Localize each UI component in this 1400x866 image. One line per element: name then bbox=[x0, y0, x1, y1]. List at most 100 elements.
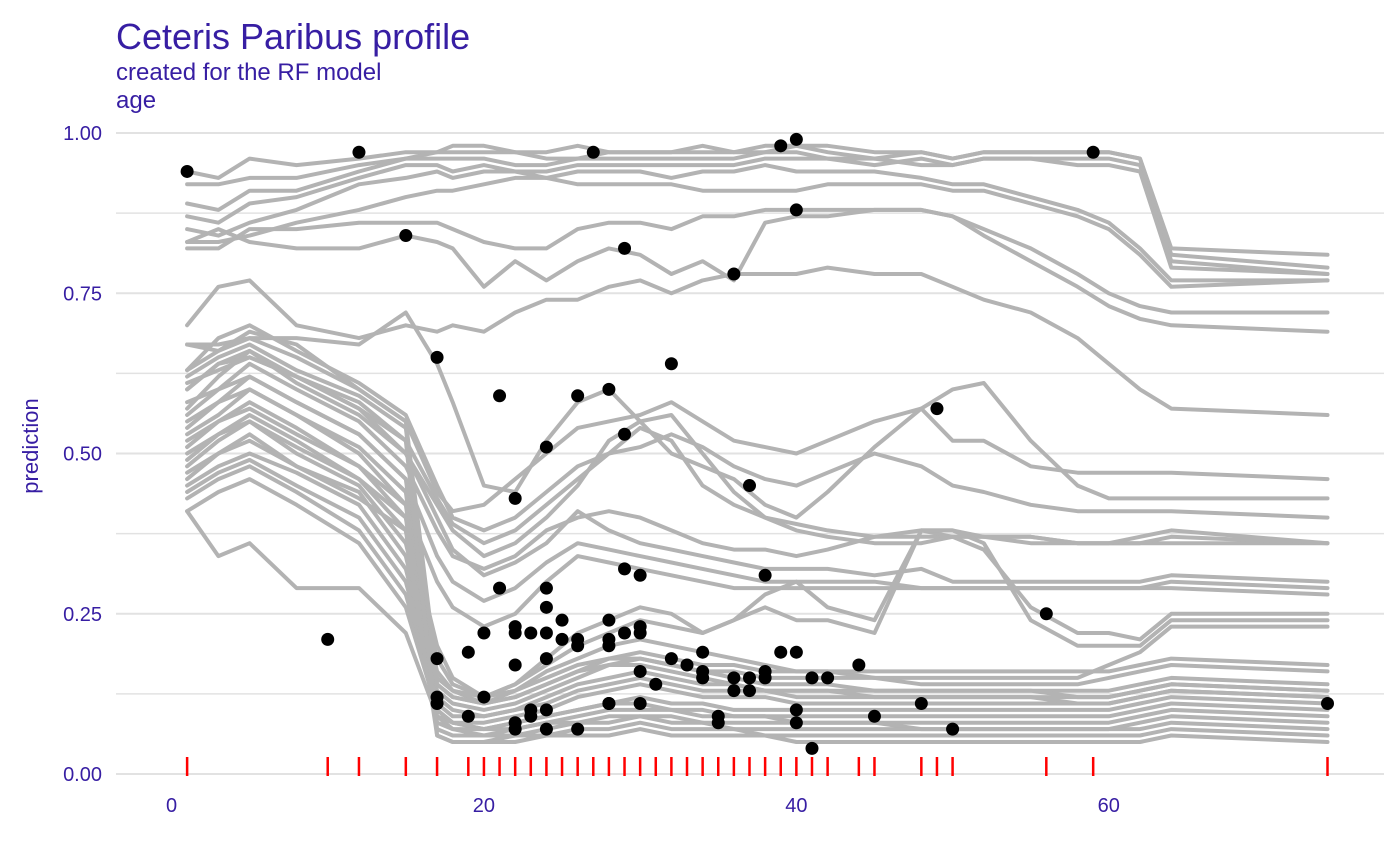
observation-point bbox=[586, 145, 600, 159]
observation-point bbox=[555, 613, 569, 627]
profile-line-12 bbox=[185, 323, 1330, 533]
observation-point bbox=[914, 696, 928, 710]
observation-point bbox=[633, 696, 647, 710]
profile-line-27 bbox=[185, 509, 1330, 732]
observation-point bbox=[727, 671, 741, 685]
observation-point bbox=[805, 671, 819, 685]
profile-line-20 bbox=[185, 413, 1330, 700]
observation-point bbox=[633, 626, 647, 640]
y-tick-labels: 0.00 0.25 0.50 0.75 1.00 bbox=[63, 123, 102, 786]
profile-line-21 bbox=[185, 419, 1330, 706]
profile-line-32 bbox=[185, 438, 1330, 744]
observation-point bbox=[430, 696, 444, 710]
chart-subtitle: created for the RF model bbox=[116, 59, 381, 86]
observation-point bbox=[539, 600, 553, 614]
observation-point bbox=[493, 389, 507, 403]
observation-point bbox=[539, 722, 553, 736]
observation-point bbox=[633, 664, 647, 678]
profile-line-9 bbox=[185, 265, 1330, 417]
observation-point bbox=[461, 709, 475, 723]
y-tick-label: 0.25 bbox=[63, 604, 102, 626]
observation-point bbox=[539, 440, 553, 454]
observation-point bbox=[930, 402, 944, 416]
observation-point bbox=[743, 479, 756, 493]
profile-line-6 bbox=[185, 175, 1330, 289]
observation-point bbox=[508, 658, 522, 672]
observation-point bbox=[711, 716, 725, 730]
observation-point bbox=[321, 632, 335, 646]
y-tick-label: 0.50 bbox=[63, 444, 102, 466]
profile-lines bbox=[185, 143, 1330, 744]
observation-point bbox=[789, 716, 803, 730]
y-tick-label: 0.75 bbox=[63, 283, 102, 305]
x-tick-label: 40 bbox=[785, 795, 807, 817]
chart-title: Ceteris Paribus profile bbox=[116, 16, 470, 57]
observation-point bbox=[461, 645, 475, 659]
observation-point bbox=[789, 703, 803, 717]
observation-point bbox=[696, 671, 710, 685]
profile-line-29 bbox=[185, 387, 1330, 732]
profile-line-16 bbox=[185, 348, 1330, 584]
observation-point bbox=[430, 350, 444, 364]
observation-point bbox=[758, 568, 772, 582]
profile-line-31 bbox=[185, 419, 1330, 738]
observation-point bbox=[539, 652, 553, 666]
x-tick-label: 20 bbox=[473, 795, 495, 817]
x-tick-labels: 0 20 40 60 bbox=[166, 795, 1120, 817]
observation-point bbox=[539, 626, 553, 640]
x-tick-label: 0 bbox=[166, 795, 177, 817]
profile-line-34 bbox=[185, 342, 1330, 706]
observation-point bbox=[555, 632, 569, 646]
observation-point bbox=[743, 684, 756, 698]
observation-point bbox=[602, 639, 616, 653]
panel-label: age bbox=[116, 87, 156, 114]
observation-point bbox=[602, 382, 616, 396]
observation-point bbox=[664, 357, 678, 371]
observation-point bbox=[946, 722, 960, 736]
observation-point bbox=[618, 241, 632, 255]
observation-point bbox=[524, 626, 538, 640]
observation-point bbox=[602, 696, 616, 710]
observation-point bbox=[571, 389, 585, 403]
observation-point bbox=[477, 626, 491, 640]
observation-point bbox=[508, 722, 522, 736]
profile-line-26 bbox=[185, 477, 1330, 725]
observation-point bbox=[1039, 607, 1053, 621]
y-tick-label: 0.00 bbox=[63, 764, 102, 786]
observation-point bbox=[493, 581, 507, 595]
observation-point bbox=[618, 562, 632, 576]
observation-point bbox=[789, 645, 803, 659]
observation-point bbox=[524, 709, 538, 723]
observation-point bbox=[430, 652, 444, 666]
observation-point bbox=[618, 626, 632, 640]
profile-line-15 bbox=[185, 361, 1330, 571]
profile-line-18 bbox=[185, 387, 1330, 629]
observation-point bbox=[867, 709, 881, 723]
profile-line-33 bbox=[185, 355, 1330, 744]
observation-point bbox=[508, 620, 522, 634]
profile-line-28 bbox=[185, 374, 1330, 732]
profile-line-5 bbox=[185, 163, 1330, 283]
observation-point bbox=[789, 203, 803, 217]
observation-point bbox=[539, 703, 553, 717]
observation-point bbox=[180, 164, 194, 178]
observation-point bbox=[539, 581, 553, 595]
rug-marks bbox=[185, 757, 1329, 776]
observation-point bbox=[477, 690, 491, 704]
observation-point bbox=[1086, 145, 1100, 159]
profile-line-8 bbox=[185, 207, 1330, 334]
x-tick-label: 60 bbox=[1098, 795, 1120, 817]
observation-point bbox=[727, 684, 741, 698]
observation-point bbox=[1321, 696, 1334, 710]
observation-point bbox=[758, 671, 772, 685]
observation-point bbox=[680, 658, 694, 672]
observation-point bbox=[571, 639, 585, 653]
observation-point bbox=[805, 741, 819, 755]
observation-point bbox=[789, 132, 803, 146]
observation-point bbox=[618, 427, 632, 441]
observation-point bbox=[571, 722, 585, 736]
observation-points bbox=[180, 132, 1334, 755]
observation-point bbox=[399, 229, 413, 243]
observation-point bbox=[508, 491, 522, 505]
